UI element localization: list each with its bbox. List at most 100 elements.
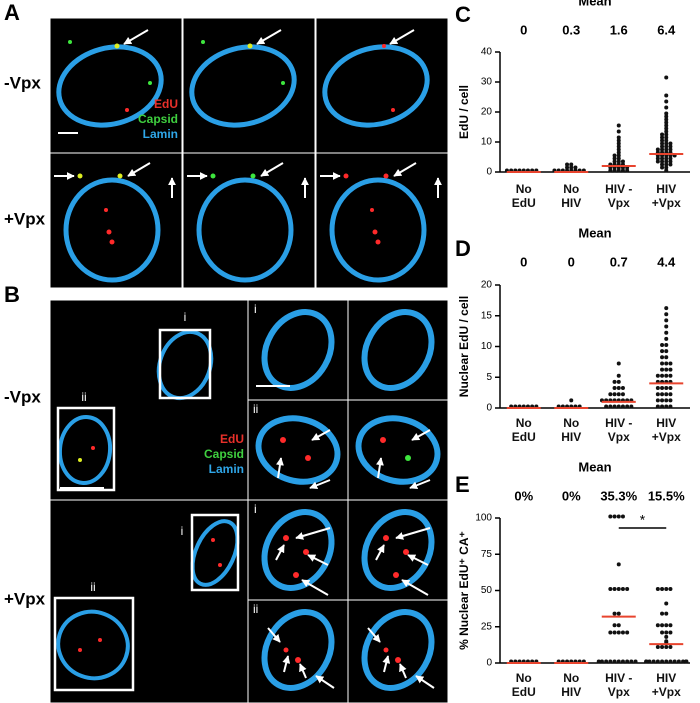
- nucleus: [261, 609, 335, 691]
- mean-label: 1.6: [610, 22, 628, 37]
- data-point: [655, 398, 660, 403]
- inset-label: i: [254, 502, 257, 516]
- data-point: [612, 587, 617, 591]
- y-tick-label: 50: [481, 585, 493, 596]
- y-axis-label: Nuclear EdU / cell: [457, 296, 471, 397]
- inset-label: i: [184, 310, 187, 324]
- data-point: [664, 135, 669, 140]
- x-tick-label: No EdU: [511, 182, 536, 210]
- data-point: [660, 141, 665, 146]
- data-point: [616, 623, 621, 628]
- data-point: [660, 343, 665, 347]
- arrow: [307, 554, 329, 566]
- data-point: [668, 386, 673, 391]
- data-point: [684, 659, 689, 664]
- focus: [383, 647, 389, 653]
- image-tile: [49, 299, 249, 501]
- inset-label: ii: [90, 580, 95, 594]
- data-point: [612, 379, 617, 384]
- data-point: [625, 630, 630, 635]
- data-point: [604, 659, 609, 664]
- image-tile: [49, 152, 183, 289]
- focus: [78, 458, 82, 462]
- focus: [383, 173, 389, 179]
- data-point: [655, 587, 660, 591]
- arrow: [411, 429, 431, 441]
- data-point: [660, 611, 665, 616]
- data-point: [616, 379, 621, 384]
- data-point: [660, 132, 665, 137]
- data-point: [664, 99, 669, 104]
- focus: [343, 173, 349, 179]
- panel-letter: B: [4, 282, 20, 307]
- data-point: [668, 398, 673, 403]
- focus: [218, 563, 222, 567]
- legend-edu: EdU: [220, 432, 244, 446]
- focus: [405, 455, 411, 461]
- focus: [68, 40, 72, 44]
- mean-label: 0: [568, 254, 575, 269]
- data-point: [664, 129, 669, 134]
- data-point: [660, 147, 665, 152]
- data-point: [664, 147, 669, 152]
- panel-letter: C: [455, 2, 471, 27]
- data-point: [616, 168, 621, 173]
- data-point: [664, 343, 669, 347]
- data-point: [660, 159, 665, 164]
- data-point: [569, 165, 574, 170]
- arrow: [407, 554, 429, 566]
- mean-header: Mean: [578, 459, 611, 474]
- arrow: [301, 579, 329, 596]
- arrow: [389, 29, 415, 45]
- data-point: [655, 392, 660, 397]
- arrow: [409, 479, 431, 490]
- nucleus: [56, 609, 130, 681]
- focus: [393, 572, 399, 578]
- data-point: [569, 398, 574, 403]
- data-point: [664, 330, 669, 335]
- data-point: [664, 392, 669, 397]
- data-point: [616, 361, 621, 366]
- nucleus: [190, 519, 240, 587]
- data-point: [616, 135, 621, 140]
- data-point: [616, 138, 621, 143]
- focus: [125, 108, 129, 112]
- data-point: [681, 659, 686, 664]
- data-point: [612, 630, 617, 635]
- data-point: [616, 129, 621, 134]
- data-point: [668, 144, 673, 149]
- data-point: [664, 117, 669, 122]
- focus: [114, 43, 120, 49]
- data-point: [660, 623, 665, 628]
- data-point: [664, 141, 669, 146]
- nucleus: [361, 309, 435, 391]
- data-point: [664, 126, 669, 131]
- y-tick-label: 100: [475, 513, 492, 524]
- mean-label: 6.4: [657, 22, 676, 37]
- focus: [370, 208, 374, 212]
- focus: [211, 538, 215, 542]
- focus: [305, 455, 311, 461]
- arrow: [282, 655, 291, 673]
- focus: [91, 446, 95, 450]
- focus: [148, 81, 152, 85]
- data-point: [660, 144, 665, 149]
- data-point: [664, 114, 669, 119]
- nucleus: [355, 415, 441, 485]
- data-point: [644, 659, 649, 664]
- nucleus: [261, 509, 335, 591]
- focus: [106, 229, 112, 235]
- data-point: [599, 659, 604, 664]
- row-label: -Vpx: [4, 73, 41, 92]
- mean-label: 0%: [562, 488, 581, 503]
- mean-label: 35.3%: [600, 488, 637, 503]
- arrow: [382, 655, 391, 673]
- data-point: [620, 514, 625, 519]
- arrow: [395, 527, 431, 540]
- data-point: [612, 404, 617, 409]
- data-point: [620, 159, 625, 164]
- image-tile: [49, 499, 249, 703]
- data-point: [616, 514, 621, 519]
- mean-label: 0: [520, 22, 527, 37]
